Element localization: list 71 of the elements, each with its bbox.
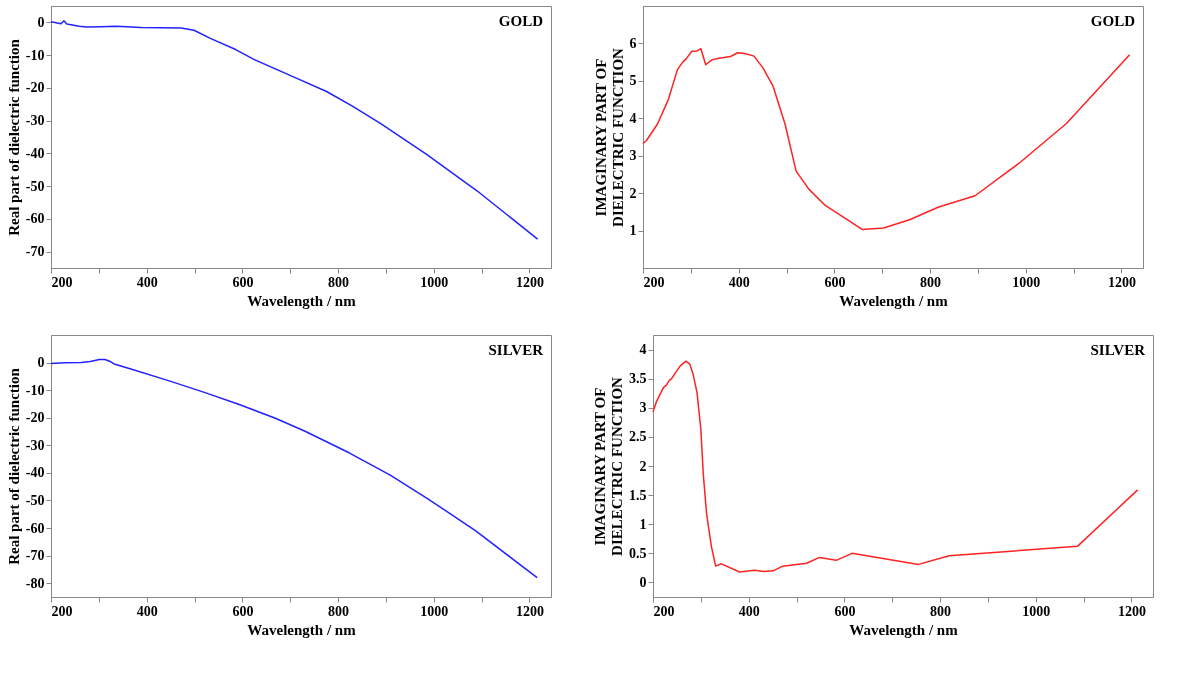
y-tick-label: 3.5 <box>629 371 647 387</box>
x-tick-label: 600 <box>824 274 846 290</box>
x-tick-label: 800 <box>920 274 942 290</box>
y-axis-title: Real part of dielectric function <box>5 367 22 565</box>
line-series <box>50 358 538 579</box>
y-tick-label: -20 <box>25 80 45 96</box>
annotation: SILVER <box>488 342 544 358</box>
y-tick-label: 1 <box>639 516 647 532</box>
x-tick-label: 400 <box>738 603 760 619</box>
x-tick-label: 800 <box>328 603 350 619</box>
x-tick-label: 600 <box>232 603 254 619</box>
y-tick-label: 0.5 <box>629 545 647 561</box>
x-tick-label: 600 <box>834 603 856 619</box>
y-tick-label: 0 <box>639 574 647 590</box>
y-tick-label: 2 <box>629 185 637 201</box>
x-tick-label: 200 <box>51 603 73 619</box>
x-tick-label: 800 <box>328 274 350 290</box>
x-tick-label: 1000 <box>1012 274 1041 290</box>
x-axis-title: Wavelength / nm <box>247 292 357 309</box>
x-tick-label: 1200 <box>1107 274 1136 290</box>
y-tick-label: -60 <box>25 520 45 536</box>
x-tick-label: 200 <box>643 274 665 290</box>
y-tick-label: 3 <box>629 148 637 164</box>
annotation: SILVER <box>1090 342 1146 358</box>
y-tick-label: -10 <box>25 382 45 398</box>
line-series <box>652 360 1139 573</box>
y-tick-label: 0 <box>37 355 45 371</box>
y-tick-label: 6 <box>629 35 637 51</box>
x-tick-label: 200 <box>51 274 73 290</box>
y-tick-label: -80 <box>25 575 45 591</box>
x-tick-label: 1200 <box>515 274 544 290</box>
y-tick-label: -50 <box>25 492 45 508</box>
x-tick-label: 600 <box>232 274 254 290</box>
y-tick-label: 2.5 <box>629 429 647 445</box>
x-tick-label: 200 <box>653 603 675 619</box>
x-tick-label: 1000 <box>420 603 449 619</box>
line-series <box>642 47 1131 231</box>
annotation: GOLD <box>498 13 544 29</box>
annotation: GOLD <box>1090 13 1136 29</box>
x-tick-label: 400 <box>728 274 750 290</box>
y-tick-label: -50 <box>25 178 45 194</box>
y-tick-label: 2 <box>639 458 647 474</box>
x-tick-label: 400 <box>136 603 158 619</box>
x-axis-title: Wavelength / nm <box>247 621 357 638</box>
x-axis-title: Wavelength / nm <box>839 292 949 309</box>
y-tick-label: -30 <box>25 437 45 453</box>
x-tick-label: 1000 <box>420 274 449 290</box>
x-tick-label: 1000 <box>1022 603 1051 619</box>
y-tick-label: -70 <box>25 548 45 564</box>
y-tick-label: 0 <box>37 14 45 30</box>
x-tick-label: 400 <box>136 274 158 290</box>
y-tick-label: -30 <box>25 113 45 129</box>
y-tick-label: 5 <box>629 73 637 89</box>
y-tick-label: 4 <box>629 110 637 126</box>
y-tick-label: -60 <box>25 211 45 227</box>
y-axis-title: IMAGINARY PART OF DIELECTRIC FUNCTION <box>592 376 625 556</box>
y-tick-label: -40 <box>25 465 45 481</box>
y-tick-label: 1.5 <box>629 487 647 503</box>
y-axis-title: IMAGINARY PART OF DIELECTRIC FUNCTION <box>592 47 626 227</box>
y-tick-label: -40 <box>25 145 45 161</box>
y-tick-label: 4 <box>639 342 647 358</box>
y-tick-label: 1 <box>629 223 637 239</box>
y-tick-label: -10 <box>25 47 45 63</box>
x-axis-title: Wavelength / nm <box>849 621 959 638</box>
y-axis-title: Real part of dielectric function <box>5 38 22 236</box>
y-tick-label: -70 <box>25 244 45 260</box>
x-tick-label: 800 <box>930 603 952 619</box>
x-tick-label: 1200 <box>515 603 544 619</box>
y-tick-label: 3 <box>639 400 647 416</box>
x-tick-label: 1200 <box>1117 603 1146 619</box>
y-tick-label: -20 <box>25 410 45 426</box>
